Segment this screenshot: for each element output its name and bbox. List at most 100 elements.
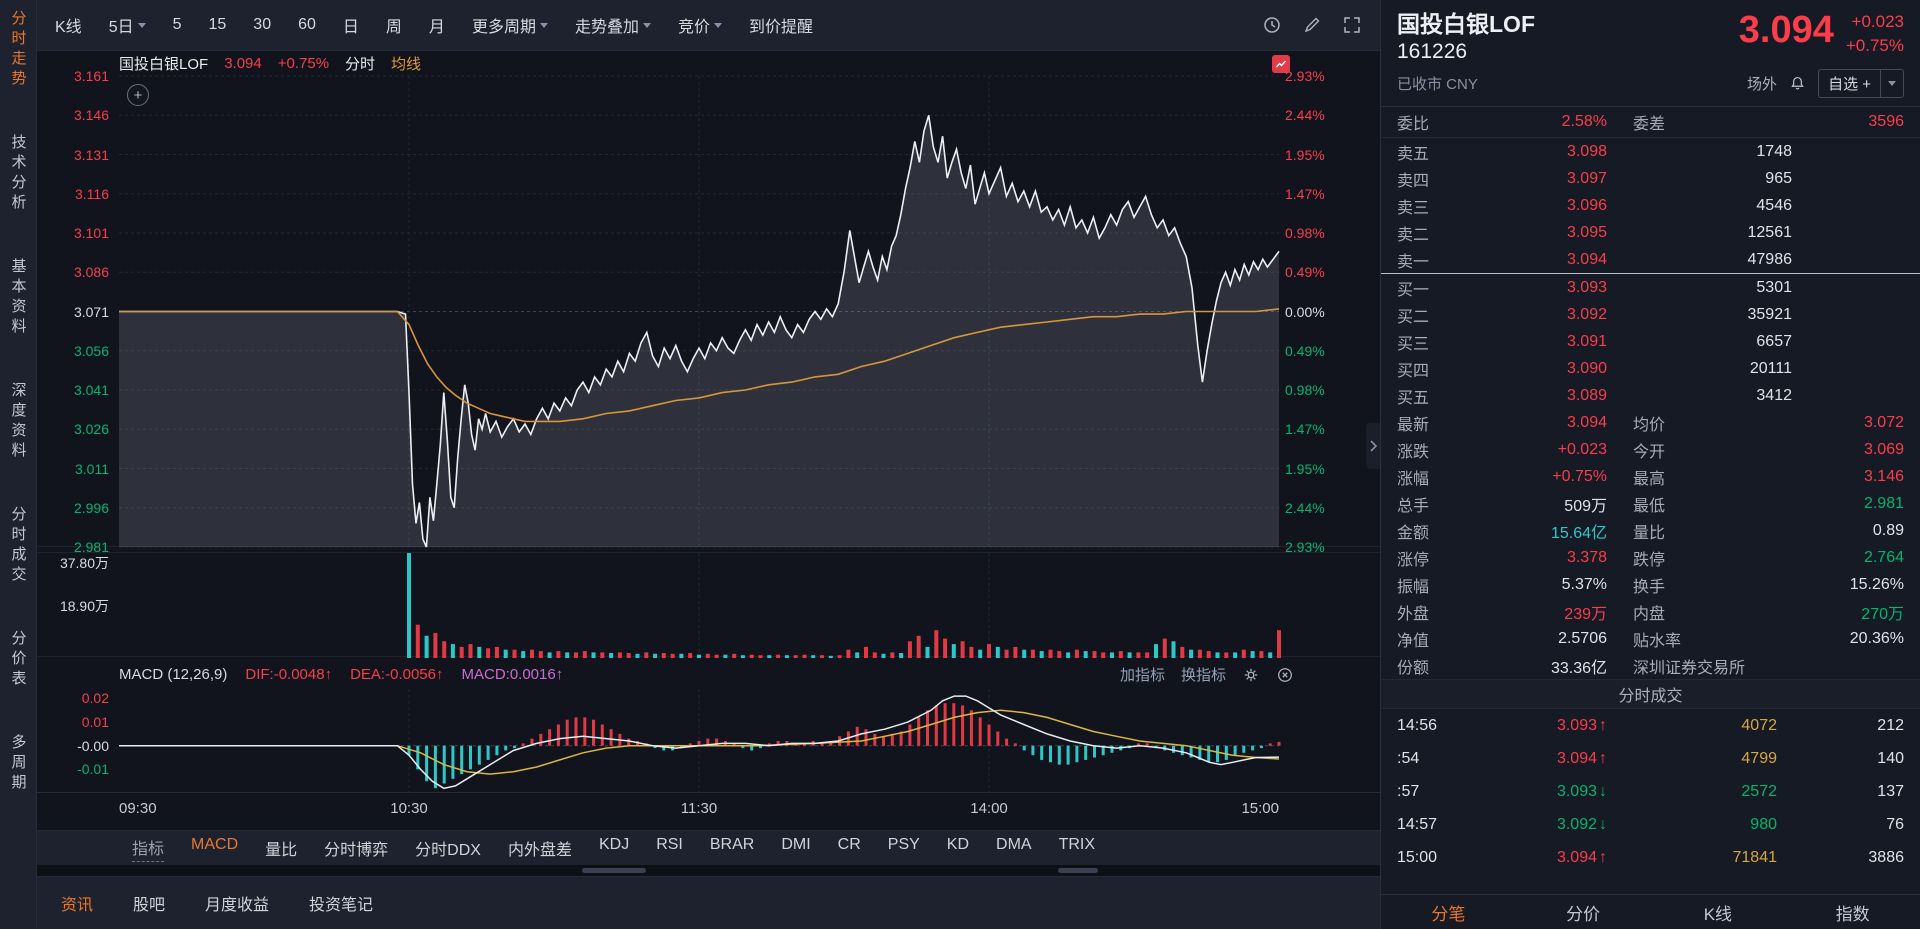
indicator-tab[interactable]: BRAR	[709, 836, 755, 853]
add-indicator-link[interactable]: 加指标	[1119, 667, 1165, 684]
stat-label: 振幅	[1397, 578, 1430, 596]
order-book-volume: 965	[1765, 169, 1792, 187]
macd-pane: 0.02 0.01 -0.00 -0.01	[37, 689, 1380, 793]
indicator-tab[interactable]: KDJ	[598, 836, 630, 853]
macd-chart[interactable]	[119, 689, 1281, 793]
toolbar-period-item[interactable]: 更多周期	[472, 13, 548, 37]
price-axis-label: 3.086	[73, 264, 109, 281]
sidebar-item[interactable]: 多周期	[9, 734, 27, 794]
order-book-row[interactable]: 买五 3.089 3412	[1381, 382, 1920, 409]
order-book-row[interactable]: 买一 3.093 5301	[1381, 274, 1920, 301]
symbol-block: 国投白银LOF 161226	[1397, 10, 1535, 65]
indicator-tab[interactable]: 分时DDX	[415, 842, 481, 859]
weicha-label: 委差	[1633, 116, 1666, 133]
volume-chart[interactable]	[119, 553, 1281, 658]
tick-price: 3.092 ↓	[1457, 816, 1607, 834]
stat-value: 3.378	[1566, 548, 1607, 566]
toolbar-period-item[interactable]: 5日	[109, 13, 146, 37]
toolbar-period-item[interactable]: 月	[429, 13, 445, 37]
price-axis-label: 2.996	[73, 499, 109, 516]
order-book-row[interactable]: 卖四 3.097 965	[1381, 165, 1920, 192]
stat-value: 3.146	[1863, 467, 1904, 485]
chevron-down-icon[interactable]	[1881, 78, 1903, 89]
order-book-volume: 3412	[1756, 386, 1792, 404]
order-book-level-label: 买三	[1397, 335, 1430, 353]
indicator-tab[interactable]: KD	[946, 836, 970, 853]
stat-row: 外盘 239万 内盘 270万	[1381, 598, 1920, 625]
toolbar-period-item[interactable]: 日	[343, 13, 359, 37]
stat-row: 金额 15.64亿 量比 0.89	[1381, 517, 1920, 544]
tick-panel-tab[interactable]: K线	[1703, 904, 1733, 924]
stat-row: 涨停 3.378 跌停 2.764	[1381, 544, 1920, 571]
bottom-tab[interactable]: 月度收益	[205, 897, 270, 914]
sidebar-item[interactable]: 深度资料	[9, 382, 27, 462]
order-book-level-label: 卖五	[1397, 145, 1430, 163]
switch-indicator-link[interactable]: 换指标	[1180, 667, 1226, 684]
toolbar-period-item[interactable]: 竞价	[678, 13, 722, 37]
sidebar-item[interactable]: 技术分析	[9, 134, 27, 214]
tick-panel-tab[interactable]: 分价	[1566, 904, 1601, 924]
toolbar-period-item[interactable]: 15	[209, 16, 227, 34]
order-book-row[interactable]: 买三 3.091 6657	[1381, 328, 1920, 355]
indicator-tab[interactable]: PSY	[887, 836, 920, 853]
indicator-tab[interactable]: MACD	[191, 836, 239, 853]
order-book-row[interactable]: 买四 3.090 20111	[1381, 355, 1920, 382]
kline-toggle-icon[interactable]	[1272, 54, 1290, 73]
price-axis-label: 2.981	[73, 539, 109, 555]
toolbar-period-item[interactable]: 周	[386, 13, 402, 37]
tick-panel-tab[interactable]: 指数	[1835, 904, 1870, 924]
order-book-row[interactable]: 卖三 3.096 4546	[1381, 192, 1920, 219]
scrollbar-handle[interactable]	[582, 868, 647, 873]
order-book-volume: 47986	[1747, 250, 1793, 268]
indicator-tab[interactable]: 内外盘差	[507, 842, 572, 859]
panel-collapse-chevron-icon[interactable]	[1366, 423, 1380, 469]
order-book-row[interactable]: 卖五 3.098 1748	[1381, 138, 1920, 165]
sidebar-item[interactable]: 基本资料	[9, 258, 27, 338]
gear-icon[interactable]	[1242, 666, 1260, 684]
tick-panel-tab[interactable]: 分笔	[1431, 904, 1466, 924]
time-axis-label: 11:30	[680, 800, 718, 817]
order-book-level-label: 卖二	[1397, 226, 1430, 244]
toolbar-period-item[interactable]: K线	[55, 13, 82, 37]
toolbar-period-item[interactable]: 60	[298, 16, 316, 34]
add-watchlist-label[interactable]: 自选 +	[1819, 70, 1881, 97]
add-watchlist-button[interactable]: 自选 +	[1818, 69, 1904, 98]
order-book-row[interactable]: 卖二 3.095 12561	[1381, 219, 1920, 246]
indicator-prefix[interactable]: 指标	[132, 835, 165, 862]
sidebar-item[interactable]: 分价表	[9, 630, 27, 690]
bottom-tab[interactable]: 股吧	[133, 897, 166, 914]
alert-clock-icon[interactable]	[1262, 15, 1282, 35]
stat-label: 最新	[1397, 416, 1430, 434]
close-indicator-icon[interactable]	[1276, 666, 1294, 684]
price-chart[interactable]	[119, 75, 1280, 548]
indicator-tab[interactable]: 量比	[265, 842, 298, 859]
zoom-crosshair-icon[interactable]: +	[127, 84, 149, 106]
toolbar-period-item[interactable]: 30	[253, 16, 271, 34]
fullscreen-icon[interactable]	[1342, 15, 1362, 35]
toolbar-period-item[interactable]: 到价提醒	[749, 13, 813, 37]
indicator-tab[interactable]: 分时博弈	[324, 842, 389, 859]
pen-icon[interactable]	[1302, 15, 1322, 35]
horizontal-scrollbar[interactable]	[37, 865, 1380, 876]
scrollbar-handle[interactable]	[1057, 868, 1098, 873]
tick-row: :57 3.093 ↓ 2572 137	[1381, 775, 1920, 808]
order-book-row[interactable]: 买二 3.092 35921	[1381, 301, 1920, 328]
indicator-tab[interactable]: TRIX	[1058, 836, 1096, 853]
indicator-tab[interactable]: RSI	[656, 836, 683, 853]
bell-icon[interactable]	[1789, 75, 1806, 92]
price-axis-left: 3.161 3.146 3.131 3.116 3.101 3.086 3.071 3.056…	[37, 68, 113, 555]
toolbar-period-item[interactable]: 走势叠加	[575, 13, 651, 37]
sidebar-item[interactable]: 分时成交	[9, 506, 27, 586]
chart-mode-label[interactable]: 分时	[345, 56, 376, 73]
order-book-row[interactable]: 卖一 3.094 47986	[1381, 246, 1920, 274]
toolbar-period-item[interactable]: 5	[173, 16, 182, 34]
indicator-tab[interactable]: DMA	[996, 836, 1032, 853]
indicator-tab[interactable]: CR	[837, 836, 861, 853]
bottom-tab[interactable]: 资讯	[61, 897, 94, 914]
sidebar-item[interactable]: 分时走势	[9, 10, 27, 90]
tick-row: 14:57 3.092 ↓ 980 76	[1381, 808, 1920, 841]
bottom-tab[interactable]: 投资笔记	[309, 897, 374, 914]
order-book-price: 3.094	[1566, 250, 1607, 268]
indicator-tab[interactable]: DMI	[781, 836, 811, 853]
stat-label: 最低	[1633, 497, 1666, 515]
